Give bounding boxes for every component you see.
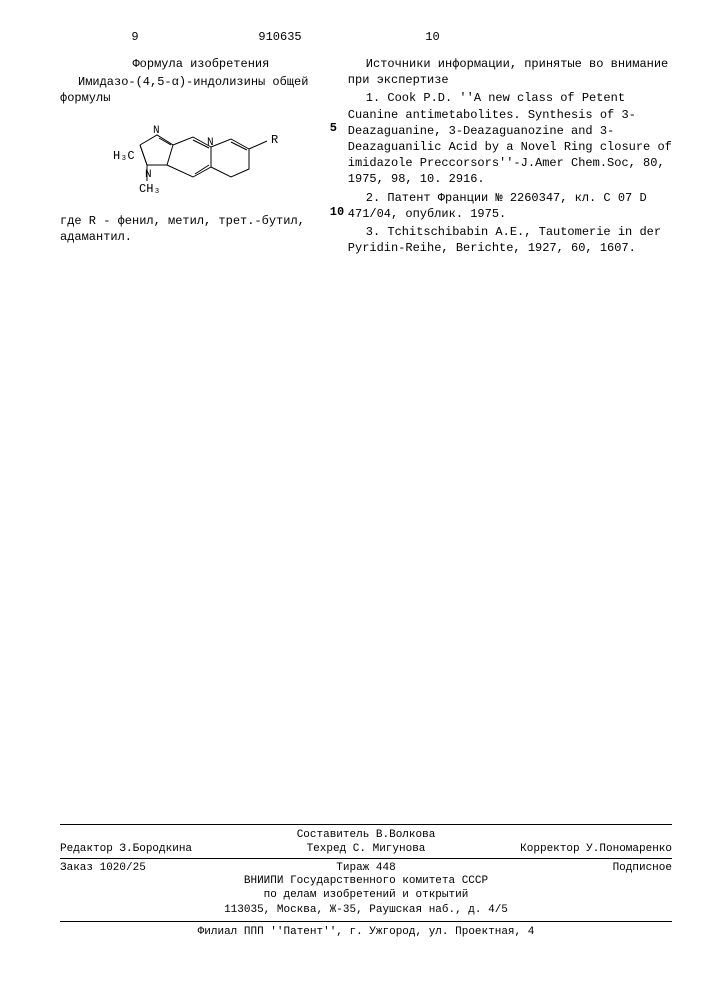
sources-title: Источники информации, принятые во вниман… bbox=[348, 56, 672, 88]
label-h3c: H₃C bbox=[113, 149, 135, 163]
chemical-structure: H₃C N N N CH₃ R bbox=[85, 115, 342, 205]
footer-subscribe: Подписное bbox=[468, 862, 672, 874]
line-mark-10: 10 bbox=[330, 204, 344, 220]
footer-org1: ВНИИПИ Государственного комитета СССР bbox=[60, 874, 672, 889]
footer-order: Заказ 1020/25 bbox=[60, 862, 264, 874]
footer-addr: 113035, Москва, Ж-35, Раушская наб., д. … bbox=[60, 903, 672, 918]
line-mark-5: 5 bbox=[330, 120, 337, 136]
left-column: Формула изобретения Имидазо-(4,5-α)-индо… bbox=[60, 56, 342, 258]
structure-svg: H₃C N N N CH₃ R bbox=[85, 115, 285, 205]
formula-title: Формула изобретения bbox=[60, 56, 342, 72]
reference-3: 3. Tchitschibabin A.E., Tautomerie in de… bbox=[348, 224, 672, 256]
footer-compiler: Составитель В.Волкова bbox=[60, 828, 672, 843]
compound-intro: Имидазо-(4,5-α)-индолизины общей формулы bbox=[60, 74, 342, 106]
footer-branch: Филиал ППП ''Патент'', г. Ужгород, ул. П… bbox=[60, 925, 672, 940]
body-columns: Формула изобретения Имидазо-(4,5-α)-индо… bbox=[60, 56, 672, 258]
reference-1: 1. Cook P.D. ''A new class of Petent Cua… bbox=[348, 90, 672, 187]
reference-2: 2. Патент Франции № 2260347, кл. C 07 D … bbox=[348, 190, 672, 222]
where-clause: где R - фенил, метил, трет.-бутил, адама… bbox=[60, 213, 342, 245]
footer-editor: Редактор З.Бородкина bbox=[60, 843, 264, 855]
footer-org2: по делам изобретений и открытий bbox=[60, 888, 672, 903]
label-n1: N bbox=[153, 125, 160, 137]
footer-tirage: Тираж 448 bbox=[264, 862, 468, 874]
footer-tech: Техред С. Мигунова bbox=[264, 843, 468, 855]
document-number: 910635 bbox=[210, 30, 350, 44]
footer-corrector: Корректор У.Пономаренко bbox=[468, 843, 672, 855]
page-header: 9 910635 10 bbox=[60, 30, 672, 44]
footer-block: Составитель В.Волкова Редактор З.Бородки… bbox=[60, 821, 672, 940]
right-column: Источники информации, принятые во вниман… bbox=[348, 56, 672, 258]
page-number-right: 10 bbox=[350, 30, 515, 44]
label-n2: N bbox=[145, 169, 152, 181]
label-ch3: CH₃ bbox=[139, 182, 161, 196]
label-n3: N bbox=[207, 137, 214, 149]
label-r: R bbox=[271, 133, 278, 147]
page-number-left: 9 bbox=[60, 30, 210, 44]
